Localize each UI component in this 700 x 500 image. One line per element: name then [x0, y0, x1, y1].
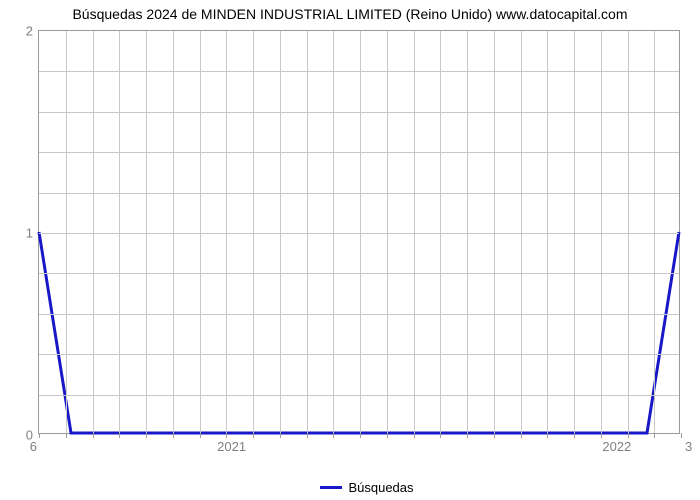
y-tick-label: 1 [26, 226, 39, 241]
x-tick-mark [467, 433, 468, 438]
gridline-v [601, 31, 602, 433]
x-tick-mark [66, 433, 67, 438]
legend-label: Búsquedas [348, 480, 413, 495]
gridline-h-minor [39, 193, 679, 194]
gridline-v [93, 31, 94, 433]
gridline-v [628, 31, 629, 433]
gridline-v [280, 31, 281, 433]
gridline-h-minor [39, 354, 679, 355]
gridline-h-minor [39, 273, 679, 274]
y-tick-label: 2 [26, 24, 39, 39]
gridline-v [146, 31, 147, 433]
x-tick-mark [521, 433, 522, 438]
x-tick-mark [307, 433, 308, 438]
x-tick-mark [440, 433, 441, 438]
gridline-v [226, 31, 227, 433]
x-tick-mark [119, 433, 120, 438]
gridline-v [119, 31, 120, 433]
x-tick-mark [387, 433, 388, 438]
gridline-v [547, 31, 548, 433]
x-tick-mark [253, 433, 254, 438]
gridline-v [467, 31, 468, 433]
gridline-v [307, 31, 308, 433]
chart-container: Búsquedas 2024 de MINDEN INDUSTRIAL LIMI… [0, 0, 700, 500]
x-tick-mark [547, 433, 548, 438]
gridline-h-minor [39, 152, 679, 153]
gridline-v [494, 31, 495, 433]
gridline-v [414, 31, 415, 433]
legend: Búsquedas [320, 480, 413, 495]
gridline-h-minor [39, 71, 679, 72]
chart-title: Búsquedas 2024 de MINDEN INDUSTRIAL LIMI… [0, 6, 700, 22]
gridline-h-minor [39, 395, 679, 396]
x-tick-mark [360, 433, 361, 438]
x-tick-mark [200, 433, 201, 438]
x-tick-mark [574, 433, 575, 438]
line-series [39, 31, 679, 433]
x-tick-mark [173, 433, 174, 438]
x-tick-mark [414, 433, 415, 438]
gridline-v [253, 31, 254, 433]
legend-swatch [320, 486, 342, 489]
x-tick-mark [333, 433, 334, 438]
gridline-v [333, 31, 334, 433]
gridline-v [200, 31, 201, 433]
x-tick-mark [146, 433, 147, 438]
x-tick-label: 2022 [602, 433, 631, 454]
gridline-v [440, 31, 441, 433]
gridline-v [360, 31, 361, 433]
gridline-h-minor [39, 112, 679, 113]
x-tick-mark [39, 433, 40, 438]
gridline-v [173, 31, 174, 433]
gridline-h-major [39, 233, 679, 234]
gridline-h-minor [39, 314, 679, 315]
x-tick-mark [280, 433, 281, 438]
x-tick-mark [494, 433, 495, 438]
gridline-v [66, 31, 67, 433]
x-tick-mark [93, 433, 94, 438]
x-tick-mark [681, 433, 682, 438]
gridline-v [654, 31, 655, 433]
x-tick-label: 2021 [217, 433, 246, 454]
x-tick-mark [654, 433, 655, 438]
chart-title-text: Búsquedas 2024 de MINDEN INDUSTRIAL LIMI… [72, 6, 627, 22]
gridline-v [521, 31, 522, 433]
axis-corner-left-label: 6 [30, 439, 37, 454]
plot-area: 0122021202263 [38, 30, 680, 434]
axis-corner-right-label: 3 [685, 439, 692, 454]
gridline-v [387, 31, 388, 433]
gridline-v [574, 31, 575, 433]
